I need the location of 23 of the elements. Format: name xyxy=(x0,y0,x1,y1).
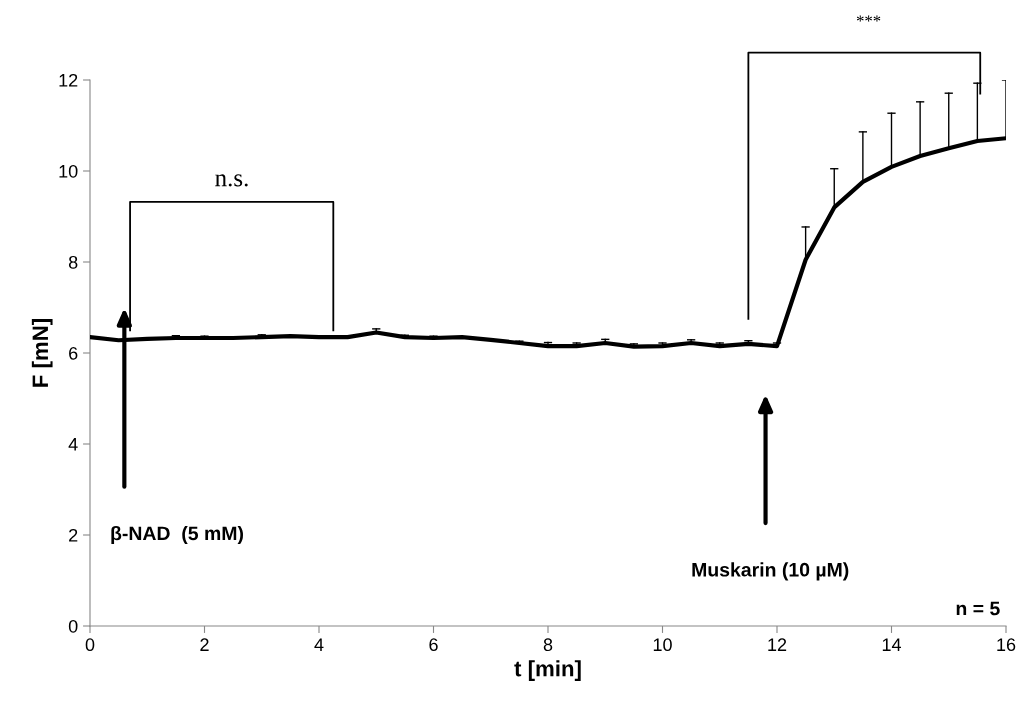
annotation: n = 5 xyxy=(956,601,1000,616)
y-tick-label: 2 xyxy=(69,528,78,542)
y-tick-label: 10 xyxy=(59,164,78,178)
x-tick-label: 2 xyxy=(200,638,209,651)
annotation: n.s. xyxy=(215,174,248,187)
x-tick-label: 10 xyxy=(653,638,672,652)
y-tick-label: 0 xyxy=(68,619,78,633)
x-tick-label: 8 xyxy=(543,638,553,652)
x-tick-label: 0 xyxy=(85,638,95,652)
x-tick-label: 4 xyxy=(314,638,324,651)
x-tick-label: 16 xyxy=(997,638,1016,652)
y-axis-title: F [mN] xyxy=(31,319,53,387)
x-tick-label: 14 xyxy=(882,638,902,651)
y-tick-label: 8 xyxy=(68,255,78,269)
x-tick-label: 6 xyxy=(429,638,438,652)
y-tick-label: 4 xyxy=(68,438,78,451)
y-tick-label: 6 xyxy=(69,346,78,360)
y-tick-label: 12 xyxy=(59,73,78,87)
annotation: Muskarin (10 µM) xyxy=(692,562,849,581)
x-axis-title: t [min] xyxy=(514,660,581,681)
annotation: β-NAD (5 mM) xyxy=(111,525,243,545)
text: *** xyxy=(856,15,881,22)
x-tick-label: 12 xyxy=(768,638,787,651)
